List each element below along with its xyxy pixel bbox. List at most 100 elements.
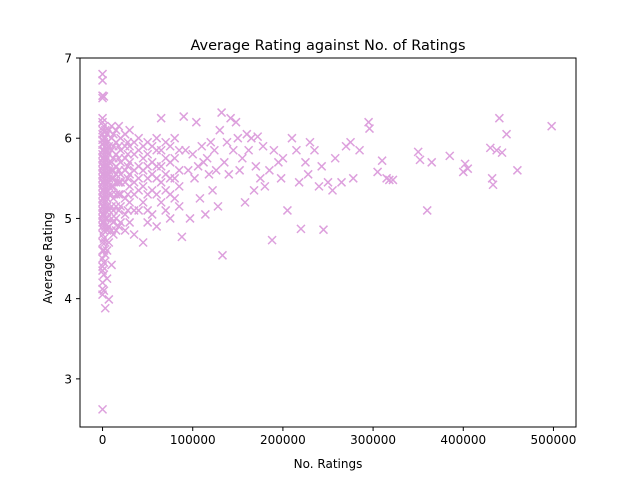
data-point — [364, 124, 375, 134]
data-point — [547, 121, 557, 131]
data-point — [116, 201, 126, 211]
data-point — [152, 189, 162, 199]
data-point — [237, 153, 247, 163]
data-point — [191, 117, 201, 127]
data-point — [152, 221, 162, 231]
data-point — [170, 133, 180, 143]
data-point — [108, 193, 118, 203]
data-point — [156, 161, 166, 171]
data-point — [217, 250, 228, 260]
data-point — [116, 217, 126, 227]
data-point — [208, 185, 218, 195]
data-point — [156, 113, 166, 123]
data-point — [460, 159, 470, 169]
data-point — [99, 258, 109, 268]
data-point — [258, 141, 268, 151]
chart-title: Average Rating against No. of Ratings — [190, 38, 465, 54]
data-point — [111, 125, 121, 135]
data-point — [217, 108, 227, 118]
data-point — [494, 113, 504, 123]
data-point — [98, 113, 108, 123]
data-point — [384, 175, 394, 185]
data-point — [346, 137, 356, 147]
data-point — [317, 161, 327, 171]
data-point — [233, 133, 243, 143]
data-point — [422, 205, 432, 215]
data-point — [226, 113, 236, 123]
data-point — [99, 286, 109, 296]
data-point — [156, 145, 166, 155]
x-tick-label: 100000 — [170, 433, 216, 447]
y-tick-label: 6 — [64, 132, 72, 146]
data-point — [165, 213, 175, 223]
data-point — [296, 224, 306, 234]
data-point — [107, 260, 117, 270]
data-point — [228, 145, 238, 155]
data-point — [138, 237, 148, 248]
data-point — [249, 185, 259, 195]
data-point — [278, 153, 288, 163]
data-point — [327, 185, 338, 195]
data-point — [485, 143, 495, 153]
data-point — [209, 145, 219, 155]
data-point — [108, 217, 118, 227]
data-point — [120, 225, 130, 235]
data-point — [264, 165, 274, 175]
data-point — [102, 245, 112, 256]
data-point — [427, 157, 437, 167]
x-tick-label: 200000 — [260, 433, 306, 447]
y-axis-ticks: 3 4 5 6 7 — [64, 52, 80, 386]
data-point — [174, 201, 184, 211]
data-point — [188, 149, 198, 159]
data-point — [193, 161, 203, 171]
y-tick-label: 5 — [64, 212, 72, 226]
data-point — [134, 205, 144, 215]
data-point — [305, 137, 315, 147]
data-point — [314, 181, 324, 191]
data-point — [492, 145, 502, 155]
data-point — [206, 137, 216, 147]
data-point — [108, 129, 118, 139]
data-point — [152, 133, 162, 143]
data-point — [231, 117, 241, 127]
data-point — [388, 175, 398, 185]
x-axis-ticks: 0 100000 200000 300000 400000 500000 — [99, 427, 576, 447]
data-point — [458, 167, 468, 177]
data-point — [336, 177, 347, 187]
data-point — [125, 157, 135, 167]
data-point — [219, 157, 229, 167]
data-point — [143, 217, 153, 227]
data-point — [134, 133, 144, 143]
data-point — [98, 404, 108, 414]
data-point — [497, 148, 507, 158]
data-point — [170, 153, 180, 163]
data-point — [114, 189, 124, 199]
data-point — [156, 197, 166, 207]
data-point — [177, 232, 187, 242]
data-point — [269, 145, 279, 155]
data-point — [445, 151, 455, 161]
data-point — [180, 145, 191, 155]
data-point — [318, 225, 329, 235]
data-point — [190, 173, 200, 183]
data-points — [98, 69, 557, 414]
data-point — [267, 235, 277, 245]
data-point — [120, 209, 130, 219]
y-tick-label: 3 — [64, 372, 72, 386]
x-axis-label: No. Ratings — [294, 457, 363, 471]
data-point — [253, 132, 263, 142]
data-point — [170, 193, 180, 203]
data-point — [195, 193, 205, 203]
x-tick-label: 0 — [99, 433, 107, 447]
y-axis-label: Average Rating — [41, 212, 55, 304]
data-point — [330, 153, 340, 163]
data-point — [222, 137, 232, 147]
data-point — [502, 129, 512, 139]
data-point — [138, 181, 148, 191]
data-point — [125, 217, 135, 227]
data-point — [165, 141, 175, 151]
data-point — [282, 205, 292, 215]
data-point — [183, 165, 193, 175]
